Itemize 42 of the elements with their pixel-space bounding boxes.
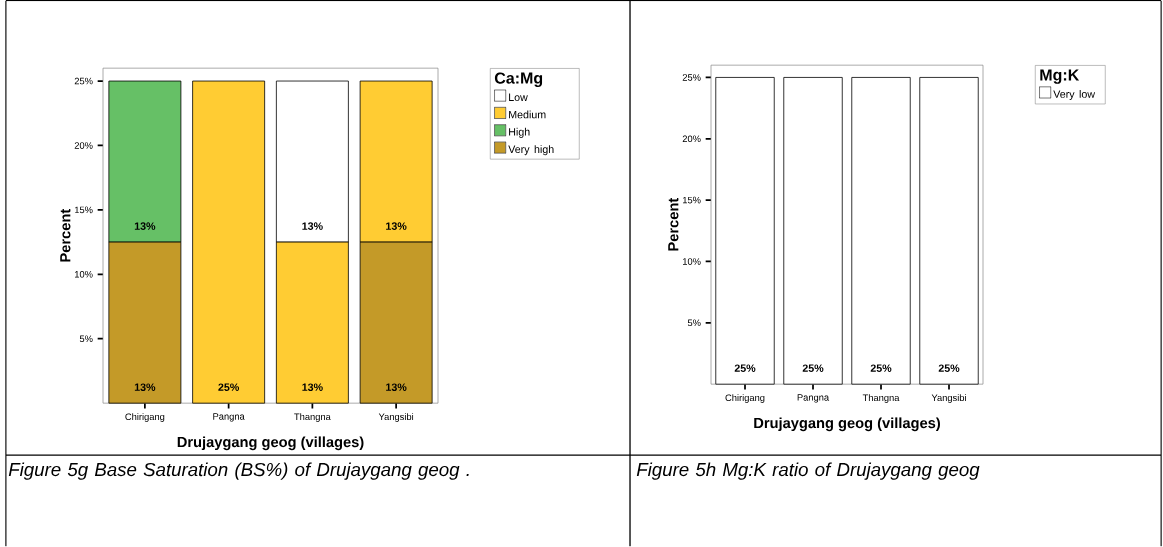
legend-label: Very low <box>1053 90 1096 101</box>
y-tick-label: 25% <box>682 74 701 81</box>
data-label: 25% <box>802 364 824 373</box>
y-tick-label: 10% <box>74 271 93 278</box>
legend-label: Very high <box>508 145 554 156</box>
legend-label: Medium <box>509 110 546 119</box>
x-tick-label: Chirigang <box>125 413 165 422</box>
data-label: 25% <box>938 364 960 373</box>
x-tick-label: Yangsibi <box>931 394 966 403</box>
data-label: 25% <box>734 364 756 373</box>
y-tick-label: 20% <box>682 135 701 143</box>
caption: Figure 5g Base Saturation (BS%) of Drujaygang geog . <box>8 462 469 480</box>
x-tick-label: Thangna <box>862 394 900 403</box>
data-label: 25% <box>870 364 892 373</box>
x-axis-title: Drujaygang geog (villages) <box>177 436 364 451</box>
x-tick-label: Pangna <box>213 413 245 422</box>
legend-label: High <box>509 127 530 138</box>
data-label: 13% <box>134 383 156 392</box>
x-tick-label: Thangna <box>294 413 331 422</box>
y-axis-title: Percent <box>668 198 679 251</box>
y-tick-label: 15% <box>683 196 701 204</box>
y-tick-label: 25% <box>74 77 93 85</box>
data-label: 25% <box>218 383 240 392</box>
y-tick-label: 20% <box>74 142 93 149</box>
data-label: 13% <box>134 222 156 230</box>
legend-title: Ca:Mg <box>494 72 543 88</box>
data-label: 13% <box>386 383 407 392</box>
x-tick-label: Yangsibi <box>378 413 414 422</box>
y-tick-label: 15% <box>74 206 93 214</box>
legend-title: Mg:K <box>1040 69 1080 84</box>
legend-label: Low <box>509 93 528 102</box>
y-tick-label: 5% <box>687 319 701 327</box>
x-tick-label: Pangna <box>797 394 830 403</box>
data-label: 13% <box>302 383 323 392</box>
x-axis-title: Drujaygang geog (villages) <box>754 417 940 432</box>
y-axis-title: Percent <box>60 209 71 262</box>
data-label: 13% <box>302 222 323 230</box>
data-label: 13% <box>386 222 407 230</box>
caption: Figure 5h Mg:K ratio of Drujaygang geog <box>636 462 980 480</box>
y-tick-label: 5% <box>79 335 93 343</box>
y-tick-label: 10% <box>683 258 701 265</box>
x-tick-label: Chirigang <box>725 394 765 403</box>
